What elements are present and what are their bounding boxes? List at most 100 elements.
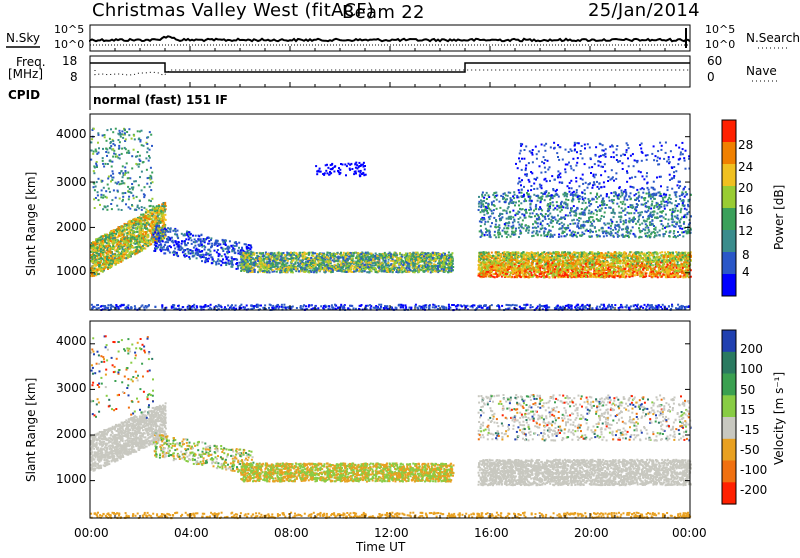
power-cell xyxy=(129,227,131,229)
power-cell xyxy=(245,260,247,262)
power-cell xyxy=(432,252,434,254)
power-cell xyxy=(160,244,162,246)
power-cell xyxy=(201,256,203,258)
power-cell xyxy=(310,257,312,259)
power-cell xyxy=(302,255,304,257)
power-cell xyxy=(340,269,342,271)
power-cell xyxy=(139,251,141,253)
power-cell xyxy=(154,241,156,243)
power-cell xyxy=(150,189,152,191)
power-cell xyxy=(174,229,176,231)
power-cell xyxy=(101,270,103,272)
power-cell xyxy=(125,203,127,205)
power-cell xyxy=(147,147,149,149)
power-cell xyxy=(101,180,103,182)
power-cell xyxy=(141,225,143,227)
power-cell xyxy=(366,271,368,273)
power-cell xyxy=(136,221,138,223)
power-cell xyxy=(365,260,367,262)
power-cell xyxy=(121,130,123,132)
power-cell xyxy=(138,184,140,186)
power-cell xyxy=(261,269,263,271)
power-cell xyxy=(218,243,220,245)
power-cell xyxy=(236,268,238,270)
power-cell xyxy=(95,197,97,199)
power-cell xyxy=(213,260,215,262)
power-cell xyxy=(116,231,118,233)
power-cell xyxy=(158,210,160,212)
power-cell xyxy=(409,261,411,263)
power-cell xyxy=(307,260,309,262)
power-cell xyxy=(142,223,144,225)
power-cell xyxy=(250,259,252,261)
power-cell xyxy=(222,239,224,241)
power-cell xyxy=(367,256,369,258)
power-cell xyxy=(283,260,285,262)
power-cell xyxy=(122,250,124,252)
power-cell xyxy=(237,265,239,267)
power-cell xyxy=(93,254,95,256)
power-cell xyxy=(274,252,276,254)
power-cell xyxy=(450,263,452,265)
power-cell xyxy=(371,255,373,257)
power-cell xyxy=(107,163,109,165)
power-cell xyxy=(259,257,261,259)
power-cell xyxy=(291,267,293,269)
power-cell xyxy=(216,251,218,253)
power-cell xyxy=(96,269,98,271)
power-cell xyxy=(406,255,408,257)
power-cell xyxy=(167,246,169,248)
power-cell xyxy=(366,264,368,266)
power-cell xyxy=(107,184,109,186)
power-cell xyxy=(127,186,129,188)
power-cell xyxy=(246,271,248,273)
power-cell xyxy=(149,209,151,211)
power-cell xyxy=(176,234,178,236)
power-cell xyxy=(167,231,169,233)
power-cell xyxy=(349,254,351,256)
power-cell xyxy=(110,255,112,257)
power-cell xyxy=(217,249,219,251)
power-cell xyxy=(112,237,114,239)
power-cell xyxy=(375,253,377,255)
power-cell xyxy=(188,256,190,258)
power-cell xyxy=(278,254,280,256)
power-cell xyxy=(103,194,105,196)
power-cell xyxy=(321,255,323,257)
power-cell xyxy=(401,268,403,270)
power-cell xyxy=(245,264,247,266)
power-cell xyxy=(256,252,258,254)
power-cell xyxy=(113,242,115,244)
power-cell xyxy=(392,256,394,258)
power-cell xyxy=(253,267,255,269)
power-cell xyxy=(142,233,144,235)
power-cell xyxy=(135,163,137,165)
power-cell xyxy=(100,194,102,196)
power-cell xyxy=(161,205,163,207)
power-cell xyxy=(123,182,125,184)
power-cell xyxy=(134,243,136,245)
power-cell xyxy=(279,262,281,264)
power-cell xyxy=(451,267,453,269)
power-cell xyxy=(112,257,114,259)
power-cell xyxy=(119,130,121,132)
power-cell xyxy=(201,240,203,242)
power-cell xyxy=(151,240,153,242)
power-cell xyxy=(127,227,129,229)
power-cell xyxy=(343,252,345,254)
nsky-trace xyxy=(90,36,690,41)
power-cell xyxy=(114,259,116,261)
power-cell xyxy=(142,229,144,231)
power-cell xyxy=(258,262,260,264)
power-cell xyxy=(245,267,247,269)
power-cell xyxy=(95,186,97,188)
power-cell xyxy=(118,154,120,156)
power-cell xyxy=(286,257,288,259)
power-cell xyxy=(139,238,141,240)
power-cell xyxy=(371,265,373,267)
power-cell xyxy=(261,263,263,265)
power-cell xyxy=(130,240,132,242)
power-cell xyxy=(164,204,166,206)
power-cell xyxy=(93,246,95,248)
power-cell xyxy=(115,128,117,130)
